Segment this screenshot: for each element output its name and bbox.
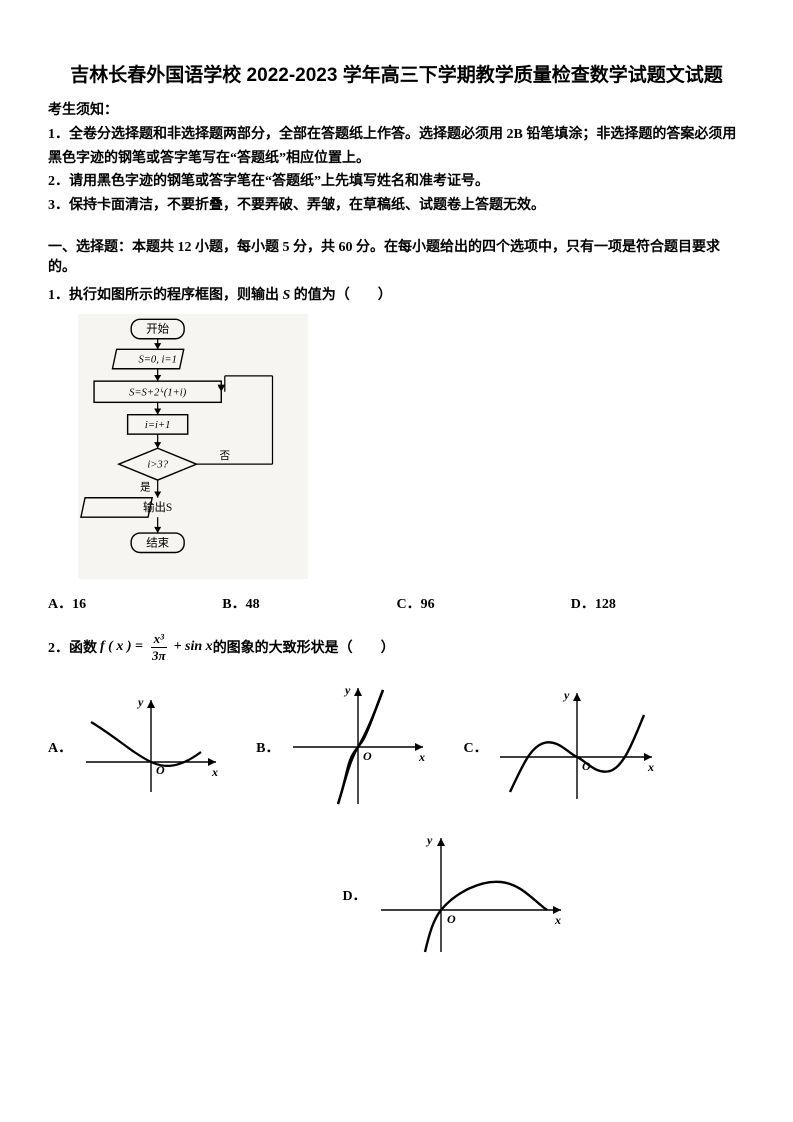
instructions-block: 考生须知： 1．全卷分选择题和非选择题两部分，全部在答题纸上作答。选择题必须用 … [48,99,745,218]
q1-option-d: D．128 [571,593,745,613]
q2-graphs-row2: D． O x y [168,830,745,960]
graph-d-curve [425,882,547,952]
graph-a-y: y [136,695,144,709]
q2-option-a-label: A． [48,737,72,757]
q2-option-b-label: B． [256,737,279,757]
q2-graph-b: O x y [283,682,433,812]
graph-b-y: y [343,683,351,697]
graph-c-y: y [562,688,570,702]
update-label: S=S+2ⁱ·(1+i) [129,387,187,398]
q1-options: A．16 B．48 C．96 D．128 [48,593,745,613]
q2-option-a-cell: A． O x y [48,692,226,802]
q2-graph-d: O x y [371,830,571,960]
q2-frac-den: 3π [149,648,169,664]
flowchart-svg: 开始 S=0, i=1 S=S+2ⁱ·(1+i) i=i+1 i>3? 否 [78,314,308,579]
q2-graph-a: O x y [76,692,226,802]
q2-option-b-cell: B． O x y [256,682,433,812]
no-label: 否 [219,450,230,462]
inc-label: i=i+1 [145,420,170,431]
end-label: 结束 [146,536,169,549]
q2-option-d-label: D． [342,885,366,905]
q2-graph-c: O x y [492,687,662,807]
q2-option-c-cell: C． O x y [463,687,661,807]
q2-option-c-label: C． [463,737,487,757]
q1-option-a: A．16 [48,593,222,613]
flowchart-bg [78,314,308,579]
q2-label: 2．函数 [48,637,97,657]
q2-text: 2．函数 f ( x ) = x³ 3π + sin x 的图象的大致形状是（ … [48,631,745,664]
graph-c-x: x [647,760,654,774]
q2-sin: + sin x [174,639,213,655]
graph-d-y: y [425,833,433,847]
q2-graphs-row1: A． O x y B． O x y [48,682,745,812]
cond-label: i>3? [147,460,168,471]
graph-b-x: x [418,750,425,764]
instruction-3: 3．保持卡面清洁，不要折叠，不要弄破、弄皱，在草稿纸、试题卷上答题无效。 [48,198,545,213]
graph-a-x: x [211,765,218,779]
q1-text: 1．执行如图所示的程序框图，则输出 S 的值为（ ） [48,284,745,304]
yes-label: 是 [140,482,151,494]
graph-d-o: O [447,912,456,926]
q2-fraction: x³ 3π [149,631,169,664]
exam-page: 吉林长春外国语学校 2022-2023 学年高三下学期教学质量检查数学试题文试题… [0,0,793,1122]
q2-option-d-cell: D． O x y [342,830,570,960]
start-label: 开始 [146,322,169,336]
q1-flowchart: 开始 S=0, i=1 S=S+2ⁱ·(1+i) i=i+1 i>3? 否 [78,314,308,579]
out-label: 输出S [143,500,172,514]
q1-option-c: C．96 [397,593,571,613]
q1-prefix: 1．执行如图所示的程序框图，则输出 [48,288,283,303]
instructions-label: 考生须知： [48,103,118,118]
instruction-2: 2．请用黑色字迹的钢笔或答字笔在“答题纸”上先填写姓名和准考证号。 [48,174,489,189]
q2-fx: f ( x ) = [100,639,143,655]
instruction-1: 1．全卷分选择题和非选择题两部分，全部在答题纸上作答。选择题必须用 2B 铅笔填… [48,127,736,166]
q2-tail: 的图象的大致形状是（ ） [213,637,395,657]
q1-suffix: 的值为（ ） [290,288,392,303]
init-label: S=0, i=1 [138,355,176,366]
q1-option-b: B．48 [222,593,396,613]
section-1-header: 一、选择题：本题共 12 小题，每小题 5 分，共 60 分。在每小题给出的四个… [48,236,745,276]
graph-b-o: O [363,749,372,763]
page-title: 吉林长春外国语学校 2022-2023 学年高三下学期教学质量检查数学试题文试题 [48,60,745,87]
graph-d-x: x [554,913,561,927]
q2-frac-num: x³ [151,631,167,648]
